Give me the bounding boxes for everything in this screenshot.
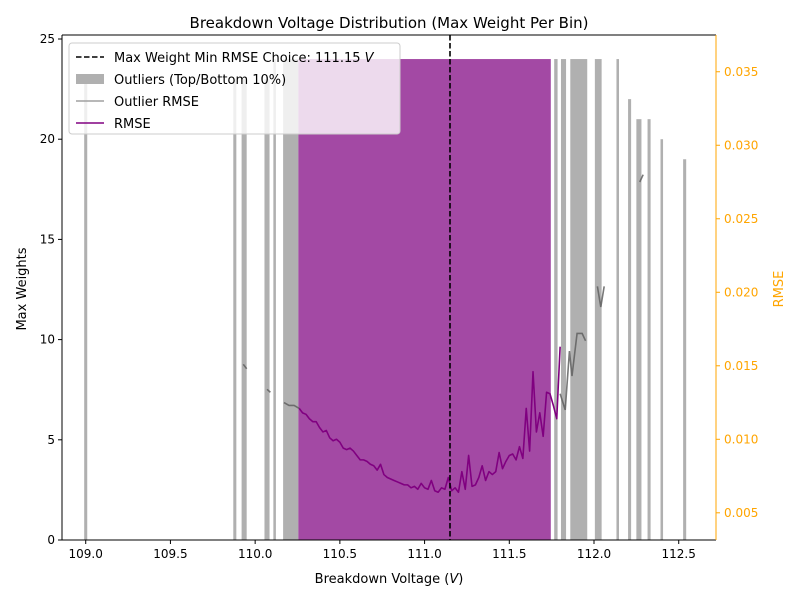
outlier-bar-12 xyxy=(636,119,642,540)
outlier-bar-5 xyxy=(283,59,299,540)
outlier-bar-9 xyxy=(594,59,602,540)
y-tick-label-4: 20 xyxy=(40,132,55,146)
axes-frame xyxy=(61,34,717,541)
x-axis-label: Breakdown Voltage (V) xyxy=(315,572,464,587)
outlier-bar-13 xyxy=(647,119,651,540)
legend-rmse-label: RMSE xyxy=(114,117,151,132)
outlier-bar-2 xyxy=(241,79,247,540)
y2-tick-label-6: 0.035 xyxy=(724,65,758,79)
main-weight-bars xyxy=(298,59,551,541)
y2-tick-label-1: 0.010 xyxy=(724,432,758,446)
outlier-bar-15 xyxy=(683,159,687,540)
x-tick-label-5: 111.5 xyxy=(492,547,526,561)
x-tick-label-0: 109.0 xyxy=(69,547,103,561)
x-tick-label-6: 112.0 xyxy=(577,547,611,561)
legend: Max Weight Min RMSE Choice: 111.15 V Out… xyxy=(68,42,401,135)
outlier-bars xyxy=(84,59,687,540)
outlier-bar-6 xyxy=(554,59,558,540)
outlier-bar-1 xyxy=(233,79,237,540)
x-tick-label-3: 110.5 xyxy=(323,547,357,561)
rmse-line xyxy=(298,346,561,494)
x-tick-label-2: 110.0 xyxy=(238,547,272,561)
x-tick-label-7: 112.5 xyxy=(662,547,696,561)
main-weight-bar xyxy=(298,59,551,541)
outlier-bar-0 xyxy=(84,79,88,540)
outlier-bar-11 xyxy=(628,99,632,540)
outlier-rmse-segment-0 xyxy=(242,363,248,370)
y2-tick-label-5: 0.030 xyxy=(724,138,758,152)
outlier-bar-14 xyxy=(660,139,664,540)
y2-tick-label-0: 0.005 xyxy=(724,506,758,520)
y2-tick-label-3: 0.020 xyxy=(724,285,758,299)
outlier-bar-10 xyxy=(616,59,620,540)
outlier-bar-3 xyxy=(264,79,270,540)
y-axis-left: 0 5 10 15 20 25 xyxy=(40,32,62,547)
x-tick-label-4: 111.0 xyxy=(407,547,441,561)
x-axis: 109.0 109.5 110.0 110.5 111.0 111.5 112.0 112.5 xyxy=(69,540,696,561)
y-tick-label-5: 25 xyxy=(40,32,55,46)
outlier-rmse-segment-5 xyxy=(639,174,644,183)
legend-choice-label: Max Weight Min RMSE Choice: 111.15 V xyxy=(114,51,375,66)
y-tick-label-2: 10 xyxy=(40,333,55,347)
y2-tick-label-2: 0.015 xyxy=(724,359,758,373)
y-tick-label-1: 5 xyxy=(47,433,55,447)
legend-outliers-swatch xyxy=(76,74,104,84)
y2-tick-label-4: 0.025 xyxy=(724,212,758,226)
outlier-rmse-segment-1 xyxy=(266,388,271,393)
rmse-line-group xyxy=(298,346,561,494)
y-tick-label-0: 0 xyxy=(47,533,55,547)
y-axis-right: 0.005 0.010 0.015 0.020 0.025 0.030 0.035 xyxy=(716,65,758,520)
y-axis-label-left: Max Weights xyxy=(15,247,30,330)
legend-outlier-rmse-label: Outlier RMSE xyxy=(114,95,199,110)
outlier-bar-7 xyxy=(560,59,567,540)
outlier-bar-4 xyxy=(273,59,276,540)
outlier-rmse-segment-2 xyxy=(283,401,300,410)
outlier-bar-8 xyxy=(570,59,588,540)
legend-box xyxy=(68,42,401,135)
chart-title: Breakdown Voltage Distribution (Max Weig… xyxy=(190,14,589,32)
outlier-rmse-lines xyxy=(242,174,644,411)
legend-outliers-label: Outliers (Top/Bottom 10%) xyxy=(114,73,286,88)
x-tick-label-1: 109.5 xyxy=(153,547,187,561)
outlier-rmse-segment-3 xyxy=(559,332,587,411)
y-axis-label-right: RMSE xyxy=(772,271,787,308)
outlier-rmse-segment-4 xyxy=(596,286,605,308)
y-tick-label-3: 15 xyxy=(40,232,55,246)
